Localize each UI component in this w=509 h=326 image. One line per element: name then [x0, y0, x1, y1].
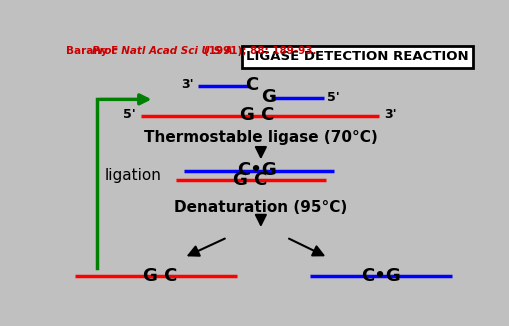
- Text: C•G: C•G: [237, 161, 277, 179]
- Text: G C: G C: [233, 171, 267, 189]
- Text: (1991); 88: 189-93.: (1991); 88: 189-93.: [204, 46, 316, 56]
- Text: 5': 5': [123, 109, 136, 121]
- Text: G C: G C: [240, 106, 274, 124]
- Text: 5': 5': [327, 91, 340, 104]
- Text: ligation: ligation: [104, 168, 161, 183]
- Text: Proc Natl Acad Sci U S A: Proc Natl Acad Sci U S A: [92, 46, 233, 56]
- Text: Thermostable ligase (70°C): Thermostable ligase (70°C): [144, 130, 378, 145]
- Text: C: C: [245, 76, 259, 94]
- Text: Barany F: Barany F: [66, 46, 122, 56]
- Text: 3': 3': [181, 78, 194, 91]
- Text: LIGASE DETECTION REACTION: LIGASE DETECTION REACTION: [246, 50, 469, 63]
- Text: G: G: [261, 88, 276, 106]
- Text: C•G: C•G: [361, 267, 401, 285]
- Text: Denaturation (95°C): Denaturation (95°C): [174, 200, 348, 215]
- Text: 3': 3': [384, 109, 397, 121]
- Text: G C: G C: [143, 267, 178, 285]
